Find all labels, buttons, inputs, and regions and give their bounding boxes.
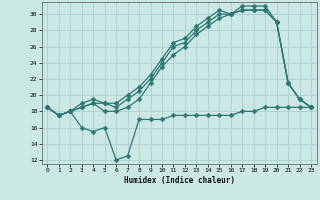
X-axis label: Humidex (Indice chaleur): Humidex (Indice chaleur) (124, 176, 235, 185)
